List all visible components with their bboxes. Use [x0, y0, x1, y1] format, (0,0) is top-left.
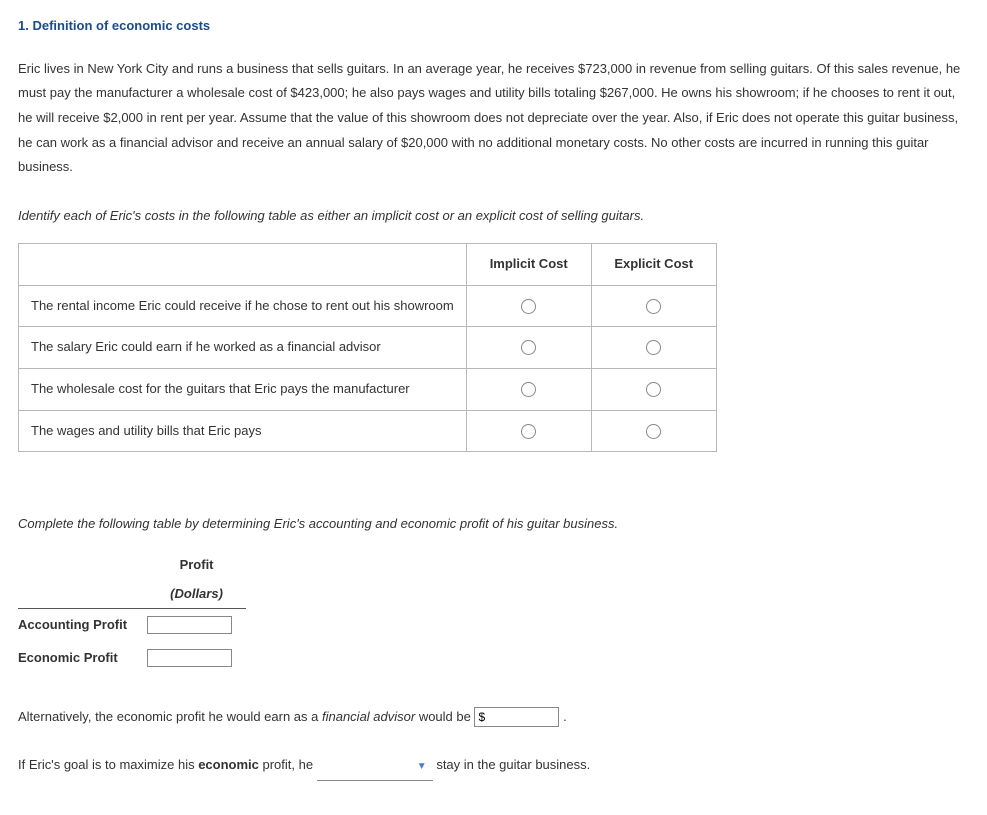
- sentence-text: .: [563, 709, 567, 724]
- table-row: The salary Eric could earn if he worked …: [19, 327, 717, 369]
- radio-implicit[interactable]: [521, 340, 536, 355]
- sentence-text: would be: [415, 709, 474, 724]
- economic-profit-label: Economic Profit: [18, 642, 147, 675]
- cost-label: The wholesale cost for the guitars that …: [19, 368, 467, 410]
- chevron-down-icon: ▼: [417, 761, 427, 772]
- header-explicit: Explicit Cost: [591, 243, 716, 285]
- radio-implicit[interactable]: [521, 382, 536, 397]
- radio-explicit[interactable]: [646, 340, 661, 355]
- header-blank: [19, 243, 467, 285]
- table-row: Economic Profit: [18, 642, 246, 675]
- table-row: The wholesale cost for the guitars that …: [19, 368, 717, 410]
- table-row: Accounting Profit: [18, 609, 246, 642]
- accounting-profit-input[interactable]: [147, 616, 232, 634]
- radio-explicit[interactable]: [646, 299, 661, 314]
- cost-label: The wages and utility bills that Eric pa…: [19, 410, 467, 452]
- question-body: Eric lives in New York City and runs a b…: [18, 57, 969, 180]
- table-row: The wages and utility bills that Eric pa…: [19, 410, 717, 452]
- cost-table-instruction: Identify each of Eric's costs in the fol…: [18, 204, 969, 229]
- table-row: The rental income Eric could receive if …: [19, 285, 717, 327]
- advisor-profit-input[interactable]: [474, 707, 559, 727]
- sentence-text: profit, he: [259, 757, 317, 772]
- sentence-text: Alternatively, the economic profit he wo…: [18, 709, 322, 724]
- sentence-bold: economic: [198, 757, 259, 772]
- decision-dropdown[interactable]: ▼: [317, 751, 433, 781]
- radio-explicit[interactable]: [646, 424, 661, 439]
- profit-header: Profit: [147, 551, 246, 580]
- radio-implicit[interactable]: [521, 299, 536, 314]
- decision-sentence: If Eric's goal is to maximize his econom…: [18, 751, 969, 781]
- cost-classification-table: Implicit Cost Explicit Cost The rental i…: [18, 243, 717, 452]
- alt-profit-sentence: Alternatively, the economic profit he wo…: [18, 703, 969, 732]
- radio-implicit[interactable]: [521, 424, 536, 439]
- question-title: 1. Definition of economic costs: [18, 14, 969, 39]
- profit-table-instruction: Complete the following table by determin…: [18, 512, 969, 537]
- cost-label: The rental income Eric could receive if …: [19, 285, 467, 327]
- economic-profit-input[interactable]: [147, 649, 232, 667]
- header-implicit: Implicit Cost: [466, 243, 591, 285]
- sentence-text: stay in the guitar business.: [433, 757, 591, 772]
- profit-unit: (Dollars): [147, 580, 246, 609]
- radio-explicit[interactable]: [646, 382, 661, 397]
- accounting-profit-label: Accounting Profit: [18, 609, 147, 642]
- sentence-text: If Eric's goal is to maximize his: [18, 757, 198, 772]
- cost-label: The salary Eric could earn if he worked …: [19, 327, 467, 369]
- profit-table: Profit (Dollars) Accounting Profit Econo…: [18, 551, 246, 675]
- sentence-italic: financial advisor: [322, 709, 415, 724]
